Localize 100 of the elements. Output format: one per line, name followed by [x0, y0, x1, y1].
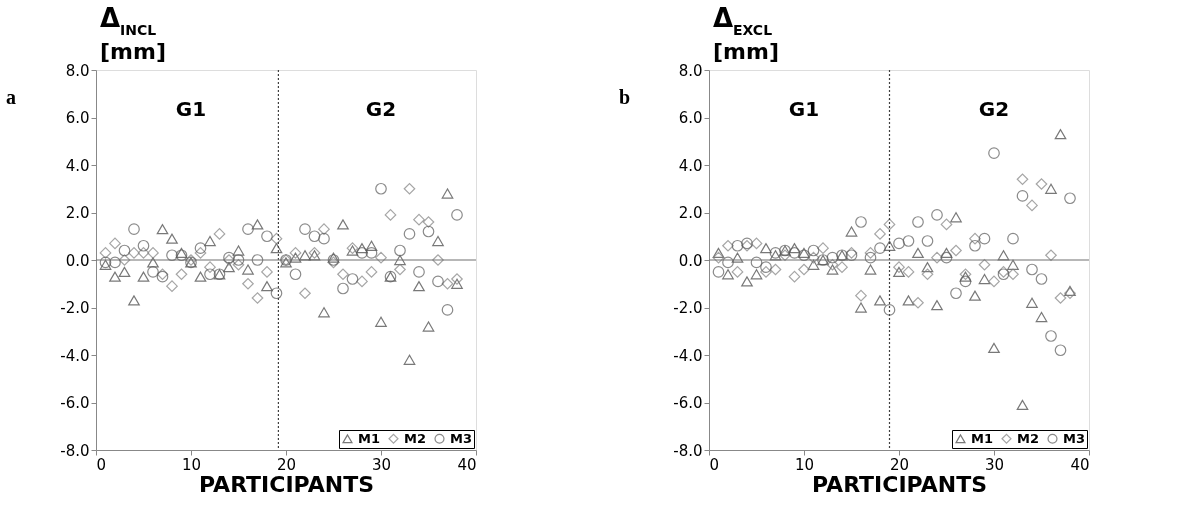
point: [940, 247, 953, 259]
point: [864, 251, 877, 264]
point: [1045, 183, 1057, 194]
point: [969, 232, 981, 245]
x-tick-label: 30: [984, 455, 1005, 474]
point: [1026, 263, 1038, 276]
point: [166, 249, 178, 262]
x-axis-title: PARTICIPANTS: [811, 471, 988, 497]
point: [299, 223, 311, 235]
point: [204, 268, 216, 281]
point: [432, 254, 444, 266]
point: [99, 247, 112, 259]
point: [432, 275, 444, 288]
point: [299, 250, 311, 261]
point: [413, 213, 425, 226]
point: [441, 304, 454, 316]
point: [722, 269, 734, 280]
point: [1045, 249, 1057, 262]
point: [788, 270, 801, 283]
point: [931, 251, 943, 264]
point: [1035, 311, 1048, 323]
y-tick-label: 0.0: [678, 251, 703, 270]
point: [318, 223, 330, 235]
point: [194, 242, 207, 254]
x-tick-label: 20: [276, 455, 297, 474]
point: [969, 239, 981, 252]
point: [365, 266, 378, 278]
annotation: G1: [175, 97, 207, 121]
point: [375, 251, 387, 264]
point: [175, 268, 188, 281]
point: [921, 268, 934, 281]
annotation: G1: [788, 97, 820, 121]
point: [261, 266, 273, 278]
point: [413, 266, 425, 278]
point: [337, 268, 349, 281]
point: [204, 261, 216, 273]
point: [807, 244, 820, 257]
point: [950, 212, 962, 223]
point: [902, 266, 915, 278]
y-tick-label: 6.0: [65, 109, 90, 127]
point: [432, 235, 444, 247]
point: [855, 302, 867, 313]
y-tick-label: 4.0: [65, 156, 90, 175]
point: [204, 235, 216, 247]
point: [874, 242, 886, 254]
point: [118, 254, 131, 266]
annotation: G2: [365, 97, 397, 121]
y-tick-label: -2.0: [673, 299, 703, 317]
point: [912, 296, 924, 309]
point: [422, 225, 435, 238]
point: [318, 307, 330, 318]
point: [722, 239, 734, 252]
point: [394, 244, 406, 257]
point: [788, 247, 801, 259]
point: [403, 354, 416, 365]
text: b: [619, 86, 631, 108]
point: [232, 254, 245, 266]
point: [356, 275, 368, 288]
point: [356, 242, 368, 254]
point: [118, 266, 131, 278]
point: [731, 252, 744, 263]
point: [817, 242, 829, 254]
point: [137, 247, 150, 259]
point: [978, 232, 991, 245]
point: [318, 232, 330, 245]
point: [1035, 273, 1048, 285]
y-tick-label: -2.0: [60, 299, 90, 317]
y-tick-label: -6.0: [60, 394, 90, 412]
x-tick-label: 10: [794, 455, 815, 474]
point: [128, 223, 140, 235]
y-tick-label: 2.0: [678, 204, 703, 222]
point: [251, 292, 264, 304]
point: [807, 259, 820, 270]
point: [365, 240, 378, 251]
point: [109, 256, 121, 269]
point: [1026, 297, 1038, 308]
point: [798, 263, 810, 276]
point: [883, 218, 896, 231]
point: [893, 261, 905, 273]
point: [760, 242, 772, 254]
y-tick-label: -4.0: [673, 346, 703, 365]
text: a: [6, 86, 16, 108]
point: [166, 280, 178, 292]
point: [1026, 199, 1038, 212]
point: [864, 264, 877, 275]
point: [741, 276, 753, 287]
point: [109, 271, 121, 282]
point: [731, 266, 744, 278]
point: [441, 188, 454, 199]
point: [1007, 268, 1019, 281]
legend-label: M2: [404, 430, 426, 446]
point: [978, 273, 991, 285]
point: [394, 263, 406, 276]
point: [855, 216, 867, 228]
point: [855, 289, 867, 302]
point: [912, 216, 924, 228]
point: [194, 247, 207, 259]
y-tick-label: 0.0: [65, 251, 90, 270]
y-tick-label: 4.0: [678, 156, 703, 175]
point: [422, 321, 435, 332]
